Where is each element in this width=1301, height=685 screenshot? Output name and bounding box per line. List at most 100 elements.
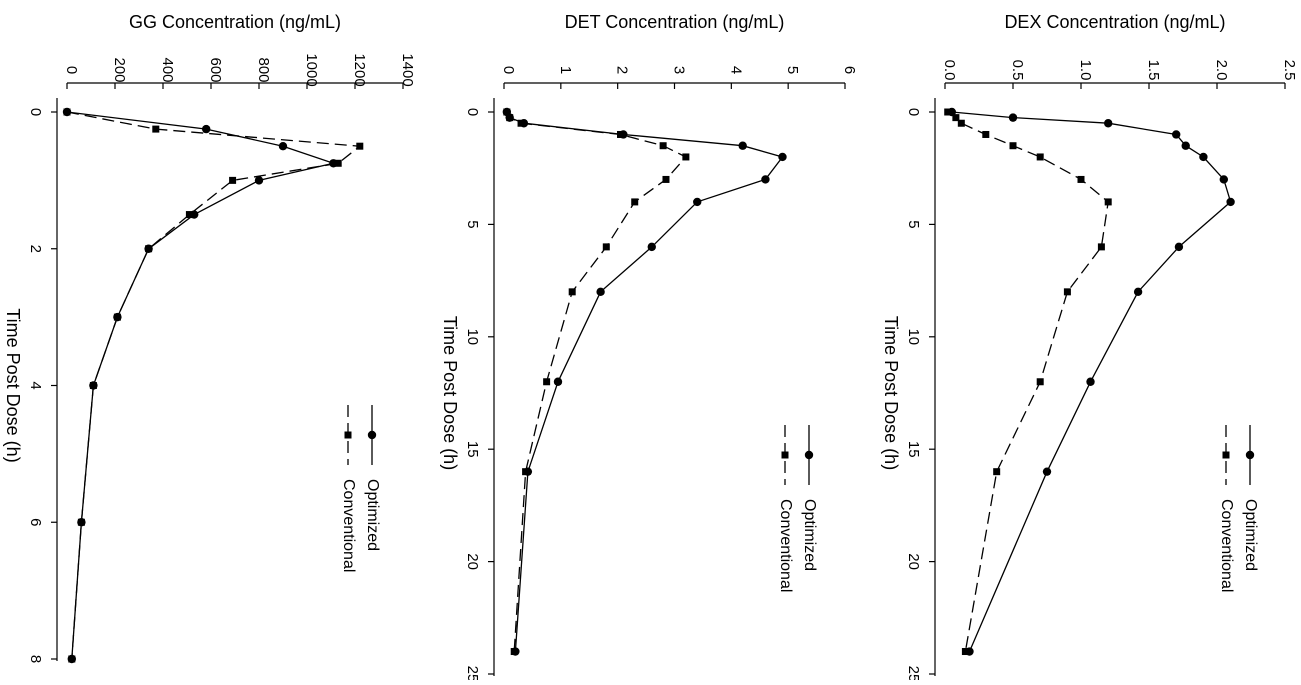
data-point-optimized (1219, 175, 1229, 184)
data-point-optimized (738, 141, 747, 150)
data-point-conventional (602, 243, 610, 251)
concentration-tick-label: 2.0 (1213, 60, 1230, 81)
legend: Optimized Conventional (777, 425, 818, 592)
data-point-conventional (662, 175, 670, 183)
series-optimized (62, 107, 338, 664)
time-tick-label: 2 (27, 245, 44, 253)
time-tick-label: 4 (27, 381, 44, 389)
time-tick-label: 10 (905, 328, 922, 345)
time-tick-label: 0 (905, 108, 922, 116)
data-point-conventional (522, 468, 530, 476)
data-point-conventional (63, 108, 71, 116)
data-point-conventional (334, 159, 342, 167)
data-point-optimized (596, 287, 605, 297)
chart-title: DEX Concentration (ng/mL) (1004, 12, 1225, 32)
data-point-conventional (145, 245, 153, 253)
time-tick-label: 15 (905, 441, 922, 458)
concentration-tick-label: 3 (671, 66, 688, 74)
data-point-conventional (1104, 198, 1112, 206)
data-point-optimized (1008, 113, 1018, 122)
data-point-optimized (778, 152, 787, 162)
data-point-conventional (77, 518, 85, 526)
data-point-conventional (506, 114, 514, 122)
concentration-tick-label: 200 (111, 57, 128, 82)
time-tick-label: 6 (27, 518, 44, 526)
time-tick-label: 25 (464, 666, 481, 680)
data-point-optimized (1133, 287, 1143, 297)
data-point-conventional (152, 125, 160, 133)
data-point-conventional (961, 648, 969, 656)
data-point-conventional (659, 142, 667, 150)
concentration-tick-label: 6 (841, 66, 858, 74)
data-point-optimized (1042, 467, 1052, 476)
series-conventional (503, 108, 690, 656)
data-point-conventional (568, 288, 576, 296)
series-conventional (63, 108, 364, 663)
concentration-tick-label: 4 (727, 66, 744, 74)
data-point-conventional (1009, 142, 1017, 150)
concentration-tick-label: 0.0 (941, 60, 958, 81)
data-point-conventional (356, 142, 364, 150)
data-point-optimized (693, 197, 702, 207)
series-optimized (947, 107, 1235, 656)
data-point-conventional (68, 655, 76, 663)
legend-marker-optimized (1245, 450, 1255, 460)
concentration-tick-label: 1 (557, 66, 574, 74)
series-line-conventional (506, 111, 687, 652)
data-point-optimized (254, 176, 264, 185)
data-point-conventional (517, 119, 525, 127)
series-line-conventional (66, 111, 362, 660)
legend: Optimized Conventional (340, 405, 381, 572)
concentration-tick-label: 2.5 (1281, 60, 1298, 81)
data-point-conventional (185, 211, 193, 219)
chart-title: GG Concentration (ng/mL) (129, 12, 341, 32)
data-point-conventional (682, 153, 690, 161)
data-point-optimized (1086, 377, 1095, 386)
data-point-optimized (761, 175, 770, 184)
concentration-tick-label: 2 (614, 66, 631, 74)
time-tick-label: 20 (905, 553, 922, 570)
data-point-conventional (229, 176, 237, 184)
panel-dex: DEX Concentration (ng/mL) 0.0 0.5 1.0 1.5 2.0… (881, 12, 1298, 682)
data-point-optimized (1174, 242, 1184, 252)
data-point-conventional (113, 313, 121, 321)
time-tick-label: 8 (27, 655, 44, 663)
legend-marker-optimized (367, 430, 377, 440)
data-point-optimized (647, 242, 656, 252)
legend-marker-conventional (1222, 451, 1230, 459)
time-tick-label: 20 (464, 553, 481, 570)
data-point-conventional (89, 382, 97, 389)
legend-marker-conventional (781, 451, 789, 459)
concentration-tick-label: 1200 (351, 53, 368, 86)
concentration-tick-label: 600 (207, 57, 224, 82)
data-point-conventional (944, 108, 952, 116)
time-axis-label: Time Post Dose (h) (3, 308, 23, 462)
legend-label-conventional: Conventional (777, 499, 794, 592)
time-axis-label: Time Post Dose (h) (881, 316, 901, 470)
data-point-optimized (1226, 197, 1235, 207)
time-tick-label: 0 (27, 108, 44, 116)
data-point-conventional (952, 114, 960, 122)
data-point-conventional (993, 468, 1001, 476)
legend-marker-conventional (344, 431, 352, 439)
data-point-optimized (1199, 152, 1208, 162)
panel-det: DET Concentration (ng/mL) 0 1 2 3 4 5 6 0 5 10 15 20… (440, 12, 858, 682)
legend-marker-optimized (804, 450, 814, 460)
data-point-conventional (1077, 175, 1085, 183)
data-point-conventional (1036, 153, 1044, 161)
data-point-conventional (957, 119, 965, 127)
data-point-conventional (1036, 378, 1044, 386)
concentration-tick-label: 1000 (303, 53, 320, 86)
concentration-tick-label: 1.5 (1145, 60, 1162, 81)
panel-gg: GG Concentration (ng/mL) 0 200 400 600 800 100… (3, 12, 416, 664)
concentration-tick-label: 1400 (399, 53, 416, 86)
data-point-conventional (1063, 288, 1071, 296)
concentration-tick-label: 0.5 (1009, 60, 1026, 81)
data-point-optimized (553, 377, 563, 386)
legend-label-optimized: Optimized (801, 499, 818, 571)
time-tick-label: 0 (464, 108, 481, 116)
data-point-conventional (982, 130, 990, 138)
time-tick-label: 5 (905, 220, 922, 228)
data-point-optimized (1172, 130, 1181, 139)
